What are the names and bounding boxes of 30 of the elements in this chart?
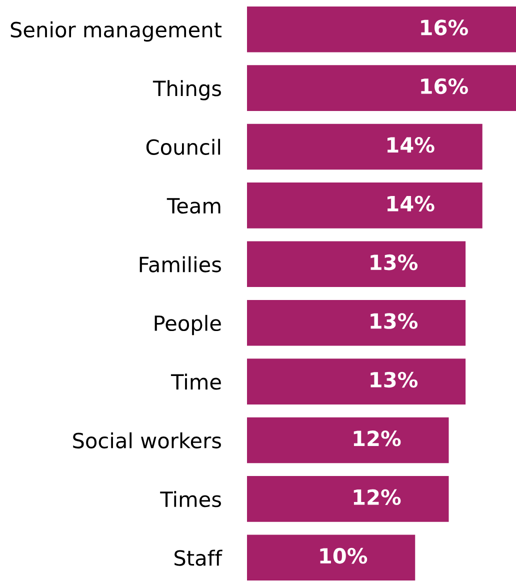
- data-label: 14%: [388, 196, 434, 212]
- bar: [247, 417, 449, 464]
- bar: [247, 6, 516, 52]
- bar: [247, 476, 449, 522]
- y-tick-label: Senior management: [10, 21, 222, 42]
- bar: [247, 65, 516, 111]
- y-tick-label: Team: [166, 198, 220, 214]
- y-tick-label: Things: [152, 80, 221, 100]
- y-tick-label: Time: [170, 374, 221, 390]
- data-label: 13%: [370, 254, 418, 270]
- data-label: 13%: [370, 313, 418, 329]
- bar: [247, 241, 466, 288]
- y-tick-label: Staff: [174, 550, 222, 566]
- data-label: 12%: [354, 489, 401, 505]
- bar: [247, 182, 482, 228]
- y-tick-label: Families: [140, 256, 221, 272]
- data-label: 14%: [388, 137, 434, 153]
- y-tick-label: Social workers: [73, 432, 221, 448]
- data-label: 12%: [354, 430, 401, 446]
- bar: [247, 300, 466, 346]
- bar: [247, 124, 482, 170]
- data-label: 16%: [421, 20, 468, 36]
- data-label: 16%: [421, 78, 468, 94]
- data-label: 13%: [370, 372, 418, 388]
- data-label: 10%: [320, 548, 368, 564]
- y-tick-label: Council: [146, 138, 220, 155]
- y-tick-label: People: [154, 314, 221, 336]
- bar: [247, 358, 466, 404]
- bar: [247, 534, 416, 581]
- y-tick-label: Times: [160, 491, 221, 508]
